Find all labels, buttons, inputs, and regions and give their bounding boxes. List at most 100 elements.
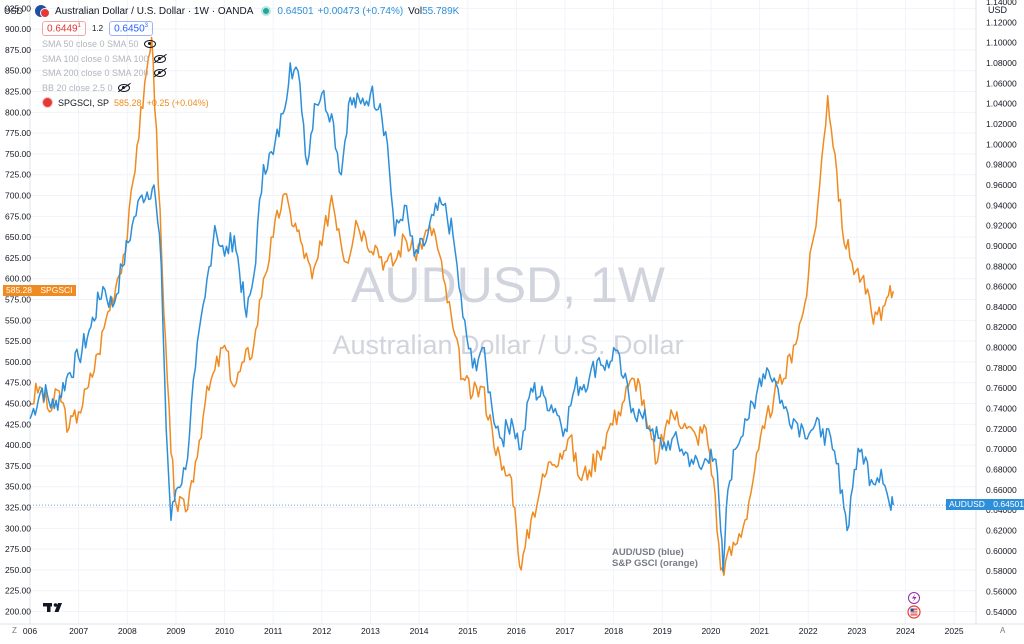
left-axis-tick-label: 925.00 [5, 3, 31, 13]
time-axis-tick-label: 2020 [701, 626, 720, 636]
time-axis-tick-label: 2022 [799, 626, 818, 636]
right-axis-tick-label: 0.80000 [986, 343, 1017, 353]
left-axis-ticks[interactable]: 925.00 900.00 875.00 850.00 825.00 800.00 775.… [5, 3, 31, 616]
aud-flag-icon [34, 4, 50, 18]
market-open-dot-icon [261, 6, 272, 16]
compare-change: +0.25 (+0.04%) [146, 97, 209, 108]
right-axis-tick-label: 0.76000 [986, 383, 1017, 393]
time-axis-tick-label: 2021 [750, 626, 769, 636]
buy-price-sup: 3 [144, 23, 148, 29]
left-axis-tick-label: 825.00 [5, 87, 31, 97]
left-axis-tick-label: 750.00 [5, 149, 31, 159]
right-axis-tick-label: 0.78000 [986, 363, 1017, 373]
indicator-label: SMA 100 close 0 SMA 100 [42, 54, 149, 64]
left-axis-tick-label: 650.00 [5, 232, 31, 242]
right-axis-tick-label: 1.02000 [986, 119, 1017, 129]
annotation-line-1: AUD/USD (blue) [612, 547, 684, 558]
right-axis-tick-label: 1.06000 [986, 78, 1017, 88]
watermark-title: AUDUSD, 1W [351, 257, 666, 313]
left-axis-tick-label: 300.00 [5, 523, 31, 533]
left-axis-tick-label: 500.00 [5, 357, 31, 367]
right-axis-tick-label: 1.04000 [986, 99, 1017, 109]
left-axis-tick-label: 700.00 [5, 191, 31, 201]
right-axis-tick-label: 0.72000 [986, 424, 1017, 434]
right-axis-tick-label: 0.58000 [986, 566, 1017, 576]
right-axis-tick-label: 0.98000 [986, 160, 1017, 170]
tradingview-logo-icon[interactable] [43, 603, 62, 612]
indicator-sma200[interactable]: SMA 200 close 0 SMA 200 [42, 68, 166, 78]
time-axis-tick-label: 2024 [896, 626, 915, 636]
left-axis-tick-label: 875.00 [5, 45, 31, 55]
right-axis-tick-label: 0.60000 [986, 546, 1017, 556]
left-axis-tick-label: 625.00 [5, 253, 31, 263]
right-axis-tick-label: 0.90000 [986, 241, 1017, 251]
left-axis-tick-label: 275.00 [5, 544, 31, 554]
right-axis-tick-label: 0.92000 [986, 221, 1017, 231]
left-axis-tick-label: 400.00 [5, 440, 31, 450]
eye-slash-icon[interactable] [153, 69, 166, 77]
right-axis-tick-label: 0.94000 [986, 200, 1017, 210]
time-axis-tick-label: 2010 [215, 626, 234, 636]
eye-icon[interactable] [143, 40, 156, 48]
time-axis-tick-label: 2017 [556, 626, 575, 636]
compare-symbol[interactable]: SPGSCI, SP 585.28 +0.25 (+0.04%) [42, 97, 209, 108]
timezone-toggle-icon[interactable]: Z [12, 626, 17, 635]
buy-price: 0.6450 [114, 23, 145, 35]
volume-value: 55.789K [422, 5, 460, 17]
right-axis-tick-label: 1.14000 [986, 0, 1017, 7]
right-axis-tick-label: 0.88000 [986, 261, 1017, 271]
right-axis-tick-label: 0.66000 [986, 485, 1017, 495]
right-axis-tick-label: 1.08000 [986, 58, 1017, 68]
symbol-title[interactable]: Australian Dollar / U.S. Dollar · 1W · O… [55, 5, 254, 17]
us-flag-event-icon[interactable] [907, 605, 921, 619]
audusd-price-tag: AUDUSD 0.64501 [946, 499, 1024, 511]
indicator-label: BB 20 close 2.5 0 [42, 83, 113, 93]
series-spgsci-line[interactable] [29, 36, 895, 577]
last-price: 0.64501 [277, 5, 314, 17]
buy-button[interactable]: 0.64503 [109, 21, 153, 37]
time-axis-tick-label: 006 [23, 626, 37, 636]
usd-flag-icon [40, 8, 50, 18]
left-axis-tick-label: 550.00 [5, 315, 31, 325]
right-axis-tick-label: 0.62000 [986, 526, 1017, 536]
right-axis-ticks[interactable]: 1.14000 1.12000 1.10000 1.08000 1.06000 1.040… [986, 0, 1017, 617]
time-axis-tick-label: 2023 [847, 626, 866, 636]
right-axis-tick-label: 0.82000 [986, 322, 1017, 332]
time-axis-tick-label: 2007 [69, 626, 88, 636]
watermark-subtitle: Australian Dollar / U.S. Dollar [332, 330, 683, 360]
right-axis-tick-label: 0.68000 [986, 465, 1017, 475]
price-change: +0.00473 (+0.74%) [317, 5, 404, 17]
time-axis-tick-label: 2019 [653, 626, 672, 636]
left-axis-tick-label: 900.00 [5, 24, 31, 34]
time-axis-tick-label: 2011 [264, 626, 283, 636]
left-axis-tick-label: 425.00 [5, 419, 31, 429]
time-axis-tick-label: 2015 [458, 626, 477, 636]
left-axis-tick-label: 250.00 [5, 565, 31, 575]
time-axis-ticks[interactable]: 006 2007 2008 2009 2010 2011 2012 2013 2014 2015 2… [23, 626, 964, 636]
indicator-sma100[interactable]: SMA 100 close 0 SMA 100 [42, 54, 166, 64]
auto-scale-icon[interactable]: A [1000, 626, 1006, 635]
sell-price-sup: 1 [77, 23, 81, 29]
left-axis-tick-label: 675.00 [5, 211, 31, 221]
indicator-bb20[interactable]: BB 20 close 2.5 0 [42, 83, 130, 93]
chart-header: USD Australian Dollar / U.S. Dollar · 1W… [4, 3, 459, 19]
right-axis-unit: USD [988, 5, 1008, 15]
right-axis-tick-label: 0.96000 [986, 180, 1017, 190]
right-axis-tick-label: 1.10000 [986, 38, 1017, 48]
indicator-sma50[interactable]: SMA 50 close 0 SMA 50 [42, 39, 156, 49]
eye-slash-icon[interactable] [153, 55, 166, 63]
lightning-alert-icon[interactable] [908, 592, 920, 604]
series-audusd-line[interactable] [29, 62, 895, 572]
left-axis-tick-label: 325.00 [5, 503, 31, 513]
spgsci-price-tag: 585.28 SPGSCI [3, 285, 76, 297]
left-axis-tick-label: 800.00 [5, 107, 31, 117]
eye-slash-icon[interactable] [117, 84, 130, 92]
left-axis-tick-label: 225.00 [5, 586, 31, 596]
time-axis-tick-label: 2016 [507, 626, 526, 636]
indicator-label: SMA 200 close 0 SMA 200 [42, 68, 149, 78]
sell-button[interactable]: 0.64491 [42, 21, 86, 37]
spgsci-price-tag-symbol: SPGSCI [40, 285, 73, 296]
left-axis-tick-label: 200.00 [5, 607, 31, 617]
